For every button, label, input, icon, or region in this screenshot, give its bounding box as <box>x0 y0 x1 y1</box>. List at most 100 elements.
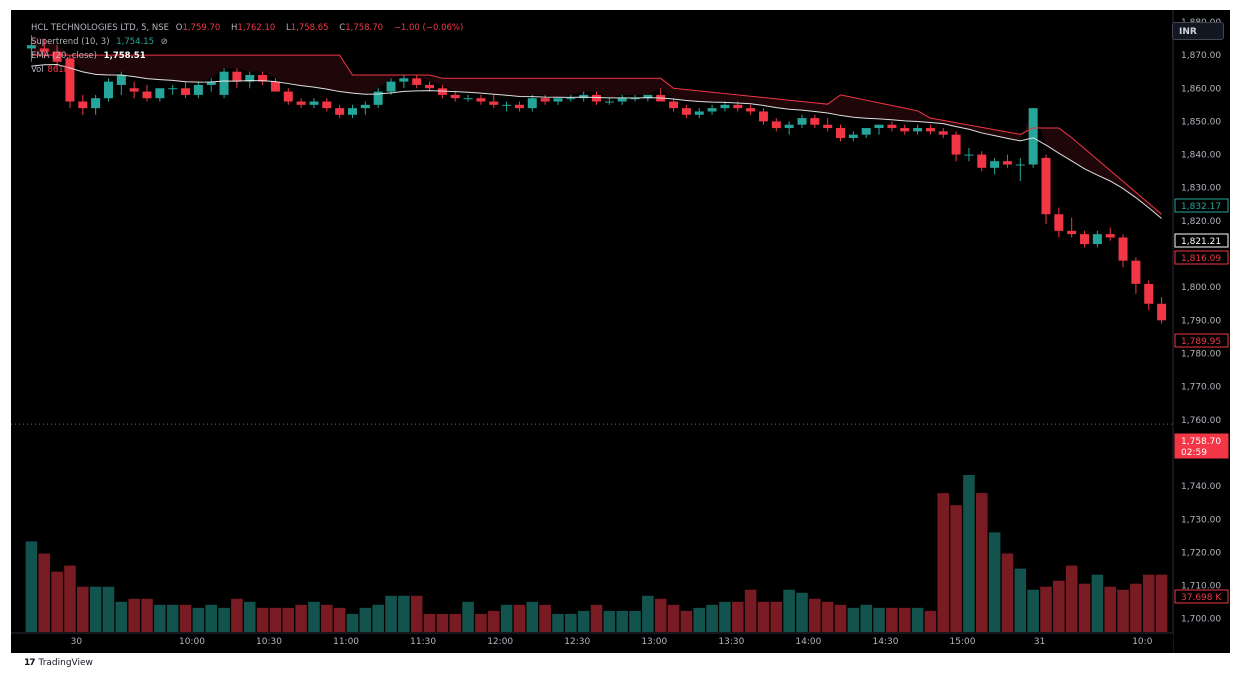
currency-button[interactable]: INR <box>1172 22 1224 40</box>
candle-body <box>168 88 178 90</box>
volume-bar <box>179 604 192 632</box>
candle <box>617 94 627 105</box>
volume-bar <box>243 601 256 632</box>
volume-bar <box>744 589 757 632</box>
ohlc-legend: HCL TECHNOLOGIES LTD, 5, NSE O1,759.70 H… <box>31 22 467 34</box>
volume-bar <box>25 541 38 632</box>
volume-bar <box>860 604 872 632</box>
candle <box>219 68 229 99</box>
candle <box>951 131 961 162</box>
candle <box>322 98 332 112</box>
candle-body <box>604 101 614 103</box>
candle-body <box>553 98 563 102</box>
candle-body <box>566 98 576 100</box>
candle <box>1144 280 1154 311</box>
candle <box>1054 207 1064 238</box>
y-tick-label: 1,790.00 <box>1181 316 1221 326</box>
y-tick-label: 1,740.00 <box>1181 482 1221 492</box>
volume-bar <box>1001 553 1014 632</box>
candle-body <box>669 101 679 109</box>
y-tick-label: 1,720.00 <box>1181 548 1221 558</box>
ema-legend[interactable]: EMA (20, close) 1,758.51 <box>31 50 150 62</box>
indicator-lines <box>11 54 1173 425</box>
candle <box>450 91 460 102</box>
volume-bar <box>333 607 346 632</box>
volume-bar <box>359 607 372 632</box>
candle <box>193 81 203 99</box>
candle <box>52 45 62 72</box>
candle <box>707 104 717 115</box>
candle-body <box>771 121 781 129</box>
candle-body <box>78 101 88 109</box>
candle <box>26 35 36 62</box>
volume-bar <box>282 607 295 632</box>
candle <box>836 124 846 142</box>
price-tag-box <box>1174 250 1229 265</box>
high-value: 1,762.10 <box>237 23 276 33</box>
candle-body <box>758 111 768 122</box>
candle-body <box>1157 303 1167 321</box>
volume-bar <box>911 607 924 632</box>
candle-body <box>887 124 897 129</box>
candle-body <box>784 124 794 129</box>
candle <box>463 94 473 102</box>
volume-bar <box>976 493 988 632</box>
y-tick-label: 1,770.00 <box>1181 383 1221 393</box>
volume-bar <box>526 601 539 632</box>
volume-bar <box>552 613 564 632</box>
y-tick-label: 1,860.00 <box>1181 84 1221 94</box>
price-tag-value: 37.698 K <box>1181 593 1222 603</box>
candle-body <box>964 154 974 156</box>
volume-bar <box>629 610 641 632</box>
candle <box>720 101 730 112</box>
volume-bar <box>1091 574 1104 632</box>
candle <box>925 124 935 135</box>
supertrend-legend[interactable]: Supertrend (10, 3) 1,754.15 ⊘ <box>31 36 172 48</box>
price-tag: 1,821.21 <box>1174 233 1229 248</box>
candle <box>347 104 357 119</box>
volume-bar <box>719 601 731 632</box>
volume-bar <box>115 601 128 632</box>
candlestick-series <box>26 35 1167 324</box>
volume-bar <box>963 475 975 632</box>
volume-legend[interactable]: Vol 861K <box>31 64 73 76</box>
candle-body <box>425 84 435 89</box>
open-label: O <box>175 23 183 33</box>
x-tick-label: 13:30 <box>718 637 744 647</box>
volume-bar <box>500 604 513 632</box>
price-tag: 1,816.09 <box>1174 250 1229 265</box>
candle-body <box>733 104 743 109</box>
volume-bar <box>1142 574 1155 632</box>
candle <box>797 114 807 129</box>
candle <box>566 94 576 102</box>
candle <box>681 104 691 119</box>
volume-bar <box>89 586 102 632</box>
candle-body <box>1054 214 1064 231</box>
chart-canvas[interactable]: 1,700.00 1,710.00 1,720.00 1,730.00 1,740.00… <box>11 10 1230 653</box>
symbol-name[interactable]: HCL TECHNOLOGIES LTD, 5, NSE <box>31 23 170 33</box>
supertrend-label: Supertrend (10, 3) <box>31 37 110 47</box>
candle <box>643 94 653 102</box>
price-tag: 1,789.95 <box>1174 333 1229 348</box>
y-tick-label: 1,830.00 <box>1181 184 1221 194</box>
candle-body <box>26 45 36 49</box>
volume-bar <box>449 613 462 632</box>
candle <box>270 78 280 92</box>
tradingview-logo-icon: 17 <box>24 658 35 668</box>
volume-bar <box>513 604 526 632</box>
high-label: H <box>231 23 238 33</box>
candle-body <box>450 94 460 99</box>
tradingview-branding[interactable]: 17 TradingView <box>24 658 93 668</box>
candle <box>784 121 794 135</box>
chart-frame: 1,700.00 1,710.00 1,720.00 1,730.00 1,740.00… <box>11 10 1230 653</box>
settings-icon[interactable]: ⊘ <box>160 37 168 47</box>
supertrend-band-fill <box>31 35 1162 219</box>
candle <box>977 151 987 172</box>
candle <box>258 71 268 85</box>
volume-bar <box>577 610 590 632</box>
candle <box>669 98 679 112</box>
candle-body <box>1067 230 1077 235</box>
price-tag-value: 1,816.09 <box>1181 254 1221 264</box>
x-tick-label: 10:00 <box>179 637 205 647</box>
